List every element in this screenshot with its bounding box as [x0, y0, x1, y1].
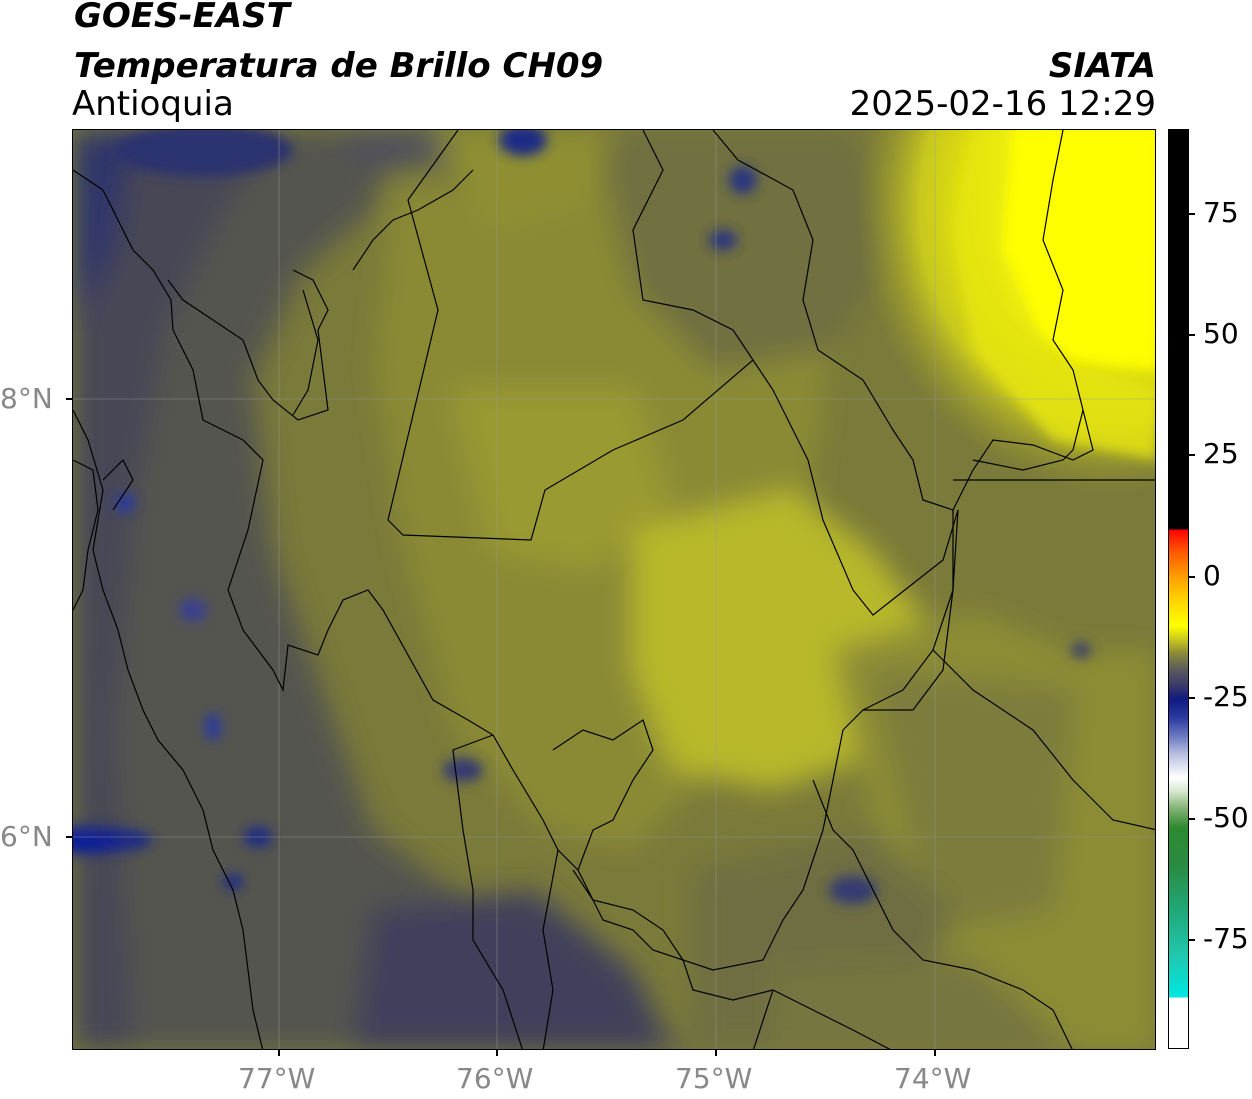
region-label: Antioquia	[72, 84, 234, 124]
colorbar-tick-minus50: -50	[1203, 801, 1249, 834]
lon-label-75w: 75°W	[675, 1062, 753, 1095]
product-title: Temperatura de Brillo CH09	[74, 46, 604, 86]
colorbar-tick-minus75: -75	[1203, 922, 1249, 955]
lat-label-6n: 6°N	[0, 820, 53, 853]
map-canvas	[73, 130, 1155, 1049]
department-border-south-east	[862, 510, 1155, 831]
colorbar-tick-50: 50	[1203, 317, 1239, 350]
agency-label: SIATA	[1048, 46, 1156, 86]
political-boundaries	[73, 130, 1155, 1049]
colorbar-tick-25: 25	[1203, 437, 1239, 470]
border-segment-inner	[552, 719, 654, 871]
antioquia-boundary	[73, 130, 959, 971]
pacific-coast	[73, 409, 264, 1049]
satellite-title: GOES-EAST	[74, 0, 290, 36]
brightness-temperature-map	[72, 129, 1156, 1050]
colorbar-tick-0: 0	[1203, 559, 1221, 592]
temperature-colorbar	[1168, 129, 1189, 1049]
department-border-south	[572, 779, 1073, 1049]
cold-cloud-cells	[73, 130, 1091, 904]
department-border-east	[632, 130, 1094, 511]
lon-label-77w: 77°W	[238, 1062, 316, 1095]
datetime-label: 2025-02-16 12:29	[849, 84, 1156, 124]
colorbar-tick-75: 75	[1203, 196, 1239, 229]
colorbar-tick-minus25: -25	[1203, 680, 1249, 713]
lon-label-74w: 74°W	[894, 1062, 972, 1095]
lon-label-76w: 76°W	[456, 1062, 534, 1095]
coastline-north	[352, 169, 474, 271]
graticule	[73, 130, 1155, 1049]
lat-label-8n: 8°N	[0, 382, 53, 415]
coastline-uraba	[167, 269, 329, 421]
